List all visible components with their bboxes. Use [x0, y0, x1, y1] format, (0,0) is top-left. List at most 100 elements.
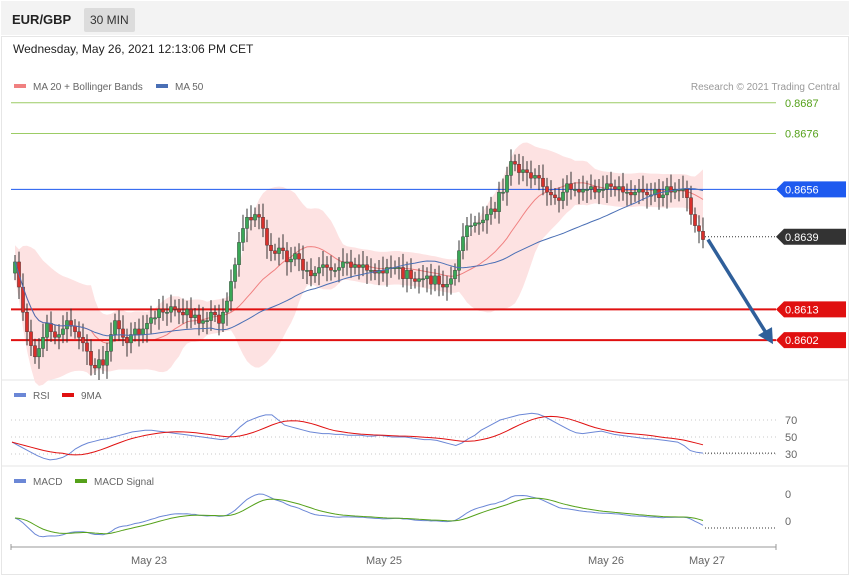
candle-body: [89, 351, 93, 366]
candle-body: [61, 328, 65, 335]
candle-body: [645, 191, 649, 196]
candle-body: [329, 267, 333, 271]
candle-body: [213, 311, 217, 316]
candle-body: [157, 309, 161, 318]
candle-body: [181, 311, 185, 316]
candle-body: [93, 365, 97, 369]
legend-rsi-ma-swatch: [62, 393, 74, 397]
candle-body: [29, 331, 33, 346]
candle-body: [293, 253, 297, 260]
candle-body: [313, 272, 317, 277]
candle-body: [149, 317, 153, 324]
candle-body: [205, 320, 209, 322]
candle-body: [265, 228, 269, 246]
candle-body: [117, 320, 121, 330]
symbol-title: EUR/GBP: [12, 12, 72, 27]
legend-macd-signal-label: MACD Signal: [94, 477, 154, 488]
candle-body: [693, 214, 697, 226]
candle-body: [405, 270, 409, 279]
candle-body: [33, 345, 37, 358]
candle-body: [361, 264, 365, 268]
legend-rsi-swatch: [14, 393, 26, 397]
candle-body: [289, 258, 293, 263]
candle-body: [537, 175, 541, 179]
candle-body: [417, 278, 421, 282]
candle-body: [525, 169, 529, 173]
candle-body: [321, 264, 325, 268]
candle-body: [225, 300, 229, 313]
candle-body: [521, 169, 525, 173]
candle-body: [129, 334, 133, 344]
candle-body: [269, 244, 273, 251]
candle-body: [305, 270, 309, 272]
timeframe-badge[interactable]: 30 MIN: [84, 8, 135, 32]
candle-body: [533, 175, 537, 179]
candle-body: [505, 175, 509, 193]
level-tag: [776, 181, 846, 198]
candle-body: [477, 222, 481, 225]
candle-body: [501, 191, 505, 194]
candle-body: [241, 228, 245, 243]
candle-body: [101, 359, 105, 366]
macd-tick-label: 0: [785, 516, 791, 528]
candle-body: [53, 331, 57, 338]
candle-body: [425, 275, 429, 279]
candle-body: [513, 161, 517, 165]
candle-body: [177, 309, 181, 313]
candle-body: [465, 225, 469, 238]
legend-ma20-label: MA 20 + Bollinger Bands: [33, 82, 143, 93]
candle-body: [193, 314, 197, 318]
candle-body: [109, 334, 113, 352]
candle-body: [237, 242, 241, 265]
candle-body: [701, 231, 705, 240]
candle-body: [653, 189, 657, 196]
x-axis-label: May 27: [689, 555, 725, 567]
candle-body: [697, 225, 701, 232]
level-label: 0.8687: [785, 98, 819, 110]
candle-body: [541, 177, 545, 187]
candle-body: [565, 183, 569, 193]
rsi-tick-label: 50: [785, 432, 797, 444]
candle-body: [173, 306, 177, 310]
candle-body: [545, 186, 549, 193]
candle-body: [281, 247, 285, 251]
legend-ma50-swatch: [156, 84, 168, 88]
candle-body: [365, 264, 369, 271]
candle-body: [617, 186, 621, 190]
legend-ma50-label: MA 50: [175, 82, 204, 93]
rsi-ma-line: [11, 415, 704, 456]
candle-body: [625, 191, 629, 194]
candle-body: [497, 191, 501, 212]
candle-body: [485, 214, 489, 221]
candle-body: [121, 328, 125, 338]
x-axis-label: May 26: [588, 555, 624, 567]
candle-body: [309, 270, 313, 277]
candle-body: [621, 186, 625, 193]
candle-body: [229, 281, 233, 302]
candle-body: [221, 311, 225, 324]
candle-body: [401, 267, 405, 279]
level-tag: [776, 228, 846, 245]
level-label: 0.8676: [785, 129, 819, 141]
candle-body: [453, 270, 457, 279]
candle-body: [273, 250, 277, 254]
candle-body: [433, 275, 437, 285]
candle-body: [577, 189, 581, 193]
candle-body: [169, 306, 173, 313]
candle-body: [245, 217, 249, 229]
candle-body: [493, 208, 497, 212]
legend-macd-label: MACD: [33, 477, 62, 488]
level-tag: [776, 301, 846, 318]
macd-signal-line: [14, 497, 704, 535]
credit-text: Research © 2021 Trading Central: [691, 82, 840, 93]
candle-body: [437, 275, 441, 285]
ma50-line: [14, 187, 704, 337]
candle-body: [253, 214, 257, 221]
candle-body: [585, 189, 589, 191]
legend-rsi-label: RSI: [33, 391, 50, 402]
candle-body: [357, 264, 361, 268]
candle-body: [349, 261, 353, 268]
level-label: 0.8602: [785, 335, 819, 347]
candle-body: [685, 189, 689, 198]
macd-tick-label: 0: [785, 489, 791, 501]
